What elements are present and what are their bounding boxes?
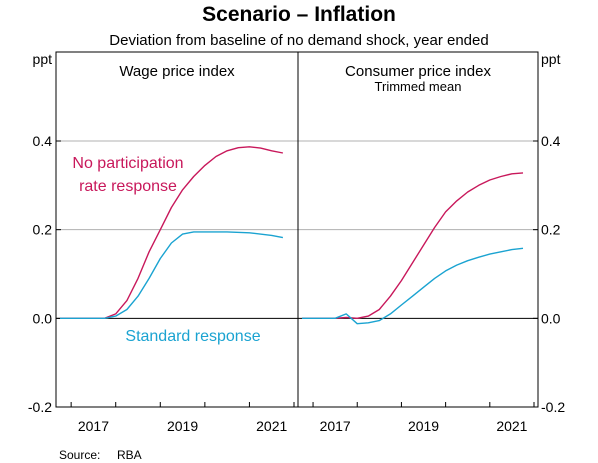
y-tick-label-right: 0.2: [541, 222, 561, 238]
series-line-standard-response: [302, 247, 524, 325]
x-tick-label: 2021: [256, 418, 287, 434]
x-tick-label: 2017: [78, 418, 109, 434]
annotation-no-participation-line1: No participation: [72, 155, 183, 172]
y-tick-label-left: 0.2: [33, 222, 53, 238]
panel-title: Wage price index: [119, 63, 235, 80]
source-value: RBA: [117, 448, 142, 462]
y-tick-label-left: 0.0: [33, 310, 53, 326]
series-line-standard-response: [60, 231, 284, 319]
y-axis-unit-right: ppt: [541, 51, 561, 67]
annotation-standard-response: Standard response: [125, 328, 260, 345]
chart-subtitle: Deviation from baseline of no demand sho…: [109, 32, 488, 49]
y-tick-label-left: -0.2: [28, 399, 52, 415]
x-tick-label: 2021: [496, 418, 527, 434]
y-tick-label-right: 0.4: [541, 133, 561, 149]
plot-area: -0.2 -0.2 0.0 0.0 0.2 0.2 0.4 0.4 ppt ppt Wage pri…: [28, 51, 565, 434]
x-tick-label: 2017: [320, 418, 351, 434]
chart-title: Scenario – Inflation: [202, 3, 396, 26]
panel-title: Consumer price index: [345, 63, 491, 80]
panel-subtitle: Trimmed mean: [375, 79, 462, 94]
x-tick-label: 2019: [408, 418, 439, 434]
series-line-no-participation: [302, 172, 524, 319]
series-line-no-participation: [60, 146, 284, 319]
source-label: Source:: [59, 448, 100, 462]
y-tick-label-right: -0.2: [541, 399, 565, 415]
y-tick-label-right: 0.0: [541, 310, 561, 326]
x-tick-label: 2019: [167, 418, 198, 434]
y-tick-label-left: 0.4: [33, 133, 53, 149]
annotation-no-participation-line2: rate response: [79, 178, 177, 195]
y-axis-unit-left: ppt: [33, 51, 53, 67]
